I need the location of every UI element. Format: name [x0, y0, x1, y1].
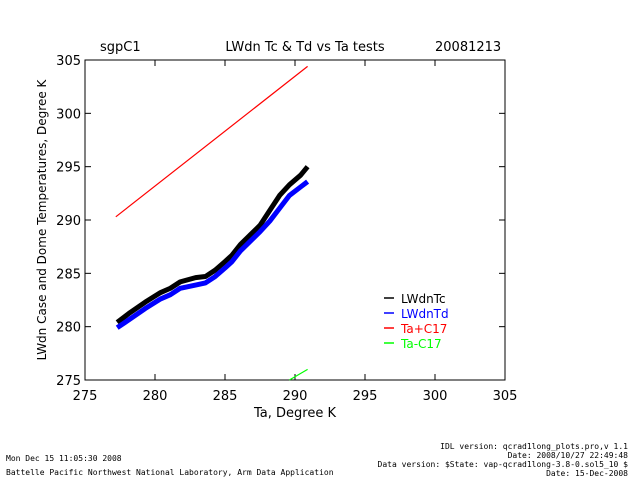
data-version: Data version: $State: vap-qcrad1long-3.8…: [377, 460, 628, 469]
series-lwdntd: [115, 179, 310, 330]
y-axis-label: LWdn Case and Dome Temperatures, Degree …: [35, 78, 49, 360]
legend-label: LWdnTd: [401, 307, 449, 321]
x-tick-label: 300: [423, 389, 448, 404]
chart-title: LWdn Tc & Td vs Ta tests: [225, 40, 385, 55]
x-tick-label: 305: [493, 389, 518, 404]
series-ta-c17: [115, 65, 308, 218]
site-label: sgpC1: [100, 40, 141, 55]
run-time: Mon Dec 15 11:05:30 2008: [6, 454, 122, 463]
x-tick-label: 290: [283, 389, 308, 404]
x-axis-label: Ta, Degree K: [253, 406, 336, 421]
legend-label: Ta+C17: [400, 322, 447, 336]
y-tick-label: 295: [56, 161, 81, 176]
y-tick-label: 290: [56, 214, 81, 229]
data-date: Date: 15-Dec-2008: [546, 469, 628, 478]
y-tick-label: 280: [56, 321, 81, 336]
y-tick-label: 300: [56, 107, 81, 122]
x-tick-label: 295: [353, 389, 378, 404]
x-tick-label: 280: [143, 389, 168, 404]
legend-label: LWdnTc: [401, 292, 446, 306]
x-tick-label: 285: [213, 389, 238, 404]
legend-label: Ta-C17: [400, 337, 442, 351]
x-tick-label: 275: [73, 389, 98, 404]
y-tick-label: 305: [56, 54, 81, 69]
institution: Battelle Pacific Northwest National Labo…: [6, 468, 334, 477]
idl-version: IDL version: qcrad1long_plots.pro,v 1.1: [440, 442, 628, 451]
y-tick-label: 275: [56, 374, 81, 389]
date-label: 20081213: [435, 40, 501, 55]
series-lwdntc: [115, 165, 310, 325]
series-ta-c17: [289, 368, 308, 381]
idl-date: Date: 2008/10/27 22:49:48: [507, 451, 628, 460]
y-tick-label: 285: [56, 267, 81, 282]
